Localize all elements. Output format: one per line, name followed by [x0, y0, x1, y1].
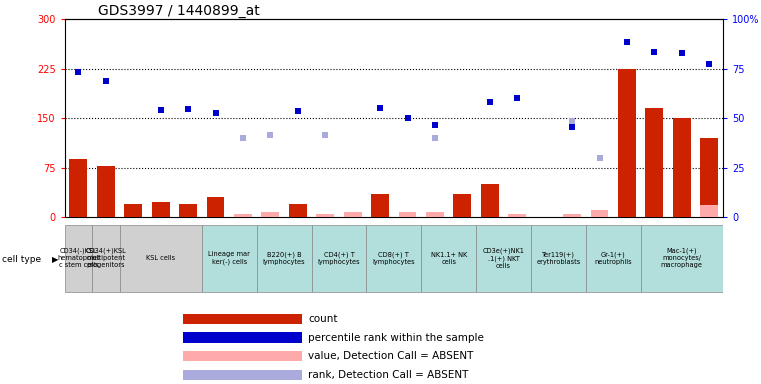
- Text: KSL cells: KSL cells: [146, 255, 175, 261]
- Point: [703, 61, 715, 67]
- Point: [621, 39, 633, 45]
- Bar: [151, 202, 170, 217]
- Bar: [119, 225, 202, 291]
- Bar: [92, 225, 119, 291]
- Point: [209, 110, 221, 116]
- Bar: [454, 194, 471, 217]
- Bar: [256, 225, 311, 291]
- Text: rank, Detection Call = ABSENT: rank, Detection Call = ABSENT: [308, 370, 469, 380]
- Point: [484, 99, 496, 105]
- Point: [100, 78, 112, 84]
- Text: CD34(+)KSL
multipotent
progenitors: CD34(+)KSL multipotent progenitors: [85, 248, 126, 268]
- Text: B220(+) B
lymphocytes: B220(+) B lymphocytes: [263, 252, 305, 265]
- Bar: [641, 225, 723, 291]
- Text: Lineage mar
ker(-) cells: Lineage mar ker(-) cells: [209, 252, 250, 265]
- Bar: [508, 214, 526, 217]
- Bar: [183, 333, 301, 343]
- Point: [402, 115, 414, 121]
- Text: CD3e(+)NK1
.1(+) NKT
cells: CD3e(+)NK1 .1(+) NKT cells: [482, 248, 524, 269]
- Text: cell type: cell type: [2, 255, 41, 264]
- Bar: [183, 370, 301, 380]
- Text: percentile rank within the sample: percentile rank within the sample: [308, 333, 484, 343]
- Bar: [69, 159, 88, 217]
- Bar: [183, 314, 301, 324]
- Text: Ter119(+)
erythroblasts: Ter119(+) erythroblasts: [537, 252, 581, 265]
- Bar: [371, 194, 389, 217]
- Bar: [317, 214, 334, 217]
- Bar: [426, 212, 444, 217]
- Point: [374, 105, 386, 111]
- Point: [72, 69, 84, 75]
- Point: [566, 124, 578, 130]
- Bar: [234, 214, 252, 217]
- Text: count: count: [308, 314, 338, 324]
- Bar: [97, 166, 115, 217]
- Bar: [645, 108, 664, 217]
- Point: [154, 107, 167, 113]
- Bar: [183, 351, 301, 361]
- Bar: [476, 225, 531, 291]
- Bar: [586, 225, 641, 291]
- Text: CD8(+) T
lymphocytes: CD8(+) T lymphocytes: [372, 252, 416, 265]
- Point: [511, 95, 524, 101]
- Text: CD4(+) T
lymphocytes: CD4(+) T lymphocytes: [317, 252, 360, 265]
- Text: value, Detection Call = ABSENT: value, Detection Call = ABSENT: [308, 351, 473, 361]
- Text: Mac-1(+)
monocytes/
macrophage: Mac-1(+) monocytes/ macrophage: [661, 248, 703, 268]
- Bar: [481, 184, 498, 217]
- Point: [648, 49, 661, 55]
- Point: [594, 155, 606, 161]
- Bar: [366, 225, 422, 291]
- Bar: [700, 205, 718, 217]
- Text: NK1.1+ NK
cells: NK1.1+ NK cells: [431, 252, 466, 265]
- Bar: [344, 212, 361, 217]
- Bar: [422, 225, 476, 291]
- Text: GDS3997 / 1440899_at: GDS3997 / 1440899_at: [97, 4, 260, 18]
- Bar: [262, 212, 279, 217]
- Point: [264, 131, 276, 137]
- Point: [291, 108, 304, 114]
- Text: ▶: ▶: [52, 255, 59, 264]
- Text: CD34(-)KSL
hematopoiet
c stem cells: CD34(-)KSL hematopoiet c stem cells: [57, 248, 100, 268]
- Bar: [311, 225, 366, 291]
- Bar: [673, 118, 691, 217]
- Point: [676, 50, 688, 56]
- Point: [319, 131, 331, 137]
- Bar: [289, 204, 307, 217]
- Bar: [207, 197, 224, 217]
- Bar: [124, 204, 142, 217]
- Bar: [563, 214, 581, 217]
- Point: [429, 122, 441, 128]
- Bar: [179, 204, 197, 217]
- Bar: [531, 225, 586, 291]
- Bar: [399, 212, 416, 217]
- Point: [237, 135, 249, 141]
- Bar: [700, 138, 718, 217]
- Bar: [65, 225, 92, 291]
- Bar: [618, 69, 636, 217]
- Point: [182, 106, 194, 112]
- Bar: [591, 210, 609, 217]
- Text: Gr-1(+)
neutrophils: Gr-1(+) neutrophils: [594, 252, 632, 265]
- Point: [566, 118, 578, 124]
- Point: [429, 135, 441, 141]
- Bar: [202, 225, 256, 291]
